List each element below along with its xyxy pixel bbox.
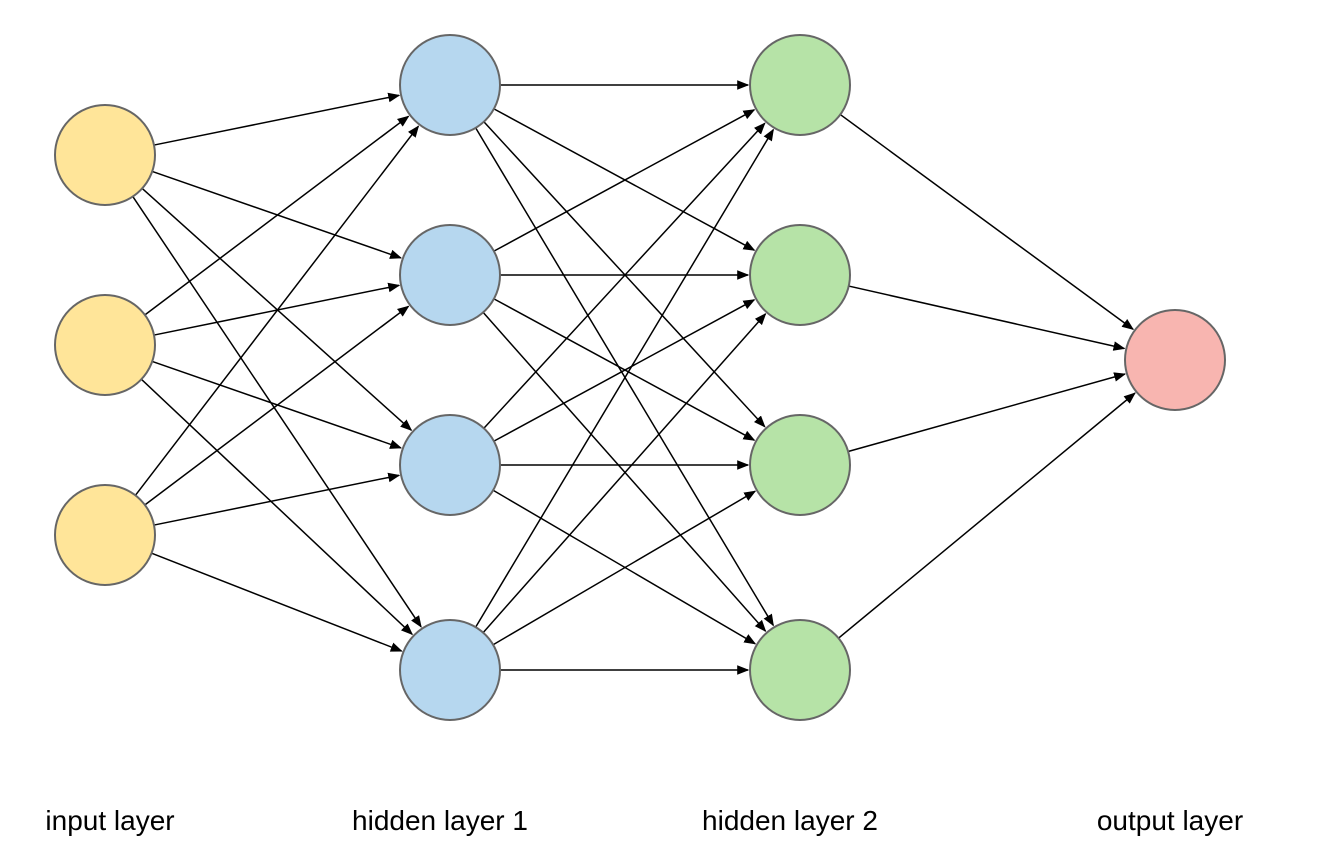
- edge: [848, 374, 1125, 451]
- output-label: output layer: [1097, 805, 1243, 836]
- edge: [494, 109, 754, 250]
- edge: [476, 128, 774, 625]
- hidden1-node: [400, 35, 500, 135]
- hidden2-node: [750, 620, 850, 720]
- edge: [154, 475, 399, 525]
- edge: [154, 95, 399, 145]
- hidden2-node: [750, 225, 850, 325]
- hidden1-node: [400, 620, 500, 720]
- edge: [840, 115, 1133, 330]
- hidden1-label: hidden layer 1: [352, 805, 528, 836]
- edge: [145, 116, 409, 315]
- edge: [152, 361, 401, 447]
- edge: [483, 314, 765, 633]
- edge: [152, 171, 401, 257]
- edges-group: [133, 85, 1135, 670]
- edge: [493, 490, 755, 643]
- input-node: [55, 105, 155, 205]
- input-node: [55, 295, 155, 395]
- labels-group: input layer hidden layer 1 hidden layer 2 o…: [45, 805, 1243, 836]
- edge: [145, 306, 409, 505]
- edge: [839, 393, 1135, 638]
- hidden2-label: hidden layer 2: [702, 805, 878, 836]
- edge: [152, 553, 402, 651]
- neural-network-diagram: input layer hidden layer 1 hidden layer 2 o…: [0, 0, 1318, 862]
- edge: [476, 130, 774, 627]
- hidden2-node: [750, 35, 850, 135]
- edge: [483, 312, 765, 631]
- edge: [142, 188, 411, 430]
- input-label: input layer: [45, 805, 174, 836]
- hidden2-node: [750, 415, 850, 515]
- output-node: [1125, 310, 1225, 410]
- hidden1-node: [400, 415, 500, 515]
- input-node: [55, 485, 155, 585]
- hidden1-node: [400, 225, 500, 325]
- edge: [494, 110, 754, 251]
- edge: [493, 491, 755, 644]
- edge: [141, 379, 412, 634]
- edge: [849, 286, 1125, 348]
